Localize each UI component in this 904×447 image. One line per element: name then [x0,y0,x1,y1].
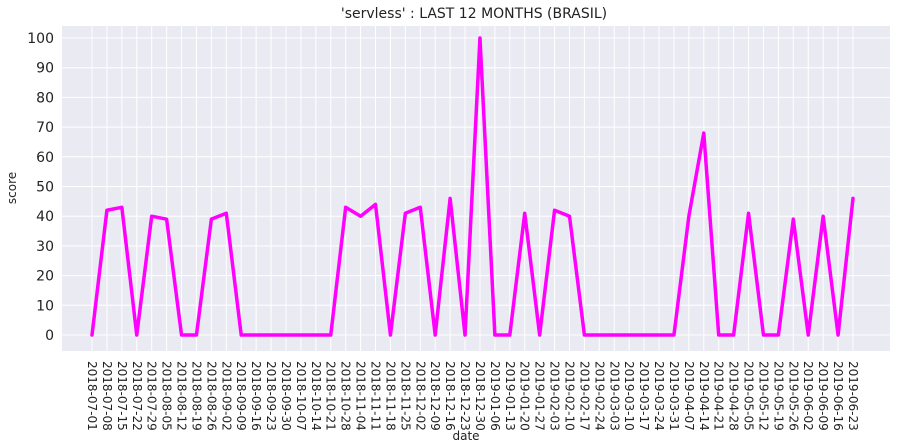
x-tick-label: 2019-03-17 [637,361,651,431]
y-axis: 0 10 20 30 40 50 60 70 80 90 100 [27,31,54,344]
x-tick-label: 2019-02-03 [548,361,562,431]
x-tick-label: 2018-10-14 [309,361,323,431]
y-axis-label: score [5,172,19,204]
x-tick-label: 2018-10-28 [339,361,353,431]
y-tick-label: 70 [36,120,54,136]
x-tick-label: 2018-07-08 [100,361,114,431]
x-tick-label: 2019-03-03 [607,361,621,431]
x-tick-label: 2019-05-19 [771,361,785,431]
x-tick-label: 2018-08-26 [204,361,218,431]
x-tick-label: 2018-10-07 [294,361,308,431]
x-tick-label: 2018-09-09 [234,361,248,431]
grid [62,26,890,351]
x-tick-label: 2019-06-16 [831,361,845,431]
x-tick-label: 2019-04-14 [697,361,711,431]
y-tick-label: 100 [27,31,54,47]
y-tick-label: 60 [36,150,54,166]
y-tick-label: 90 [36,61,54,77]
x-tick-label: 2019-01-27 [533,361,547,431]
x-tick-label: 2018-12-30 [473,361,487,431]
x-tick-label: 2018-08-05 [160,361,174,431]
x-tick-label: 2019-05-05 [742,361,756,431]
x-tick-label: 2019-06-09 [816,361,830,431]
x-tick-label: 2019-03-24 [652,361,666,431]
x-tick-label: 2018-12-02 [413,361,427,431]
x-tick-label: 2019-02-24 [592,361,606,431]
y-tick-label: 10 [36,298,54,314]
x-tick-label: 2019-03-10 [622,361,636,431]
x-tick-label: 2019-04-07 [682,361,696,431]
y-tick-label: 30 [36,239,54,255]
y-tick-label: 20 [36,269,54,285]
x-tick-label: 2019-02-17 [577,361,591,431]
series-layer [90,36,855,337]
y-tick-label: 0 [45,328,54,344]
x-tick-label: 2018-11-25 [398,361,412,431]
x-tick-label: 2019-04-21 [712,361,726,431]
x-tick-label: 2018-08-12 [175,361,189,431]
y-tick-label: 40 [36,209,54,225]
x-tick-label: 2018-07-22 [130,361,144,431]
x-tick-label: 2018-09-30 [279,361,293,431]
x-tick-label: 2018-11-04 [354,361,368,431]
x-tick-label: 2018-07-29 [145,361,159,431]
x-tick-label: 2018-09-23 [264,361,278,431]
x-tick-label: 2018-12-16 [443,361,457,431]
x-tick-label: 2018-12-09 [428,361,442,431]
x-tick-label: 2018-07-01 [85,361,99,431]
x-tick-label: 2018-11-11 [369,361,383,431]
x-tick-label: 2018-08-19 [189,361,203,431]
y-tick-label: 80 [36,90,54,106]
x-axis-label: date [452,429,479,443]
series-line [90,36,855,337]
x-tick-label: 2018-07-15 [115,361,129,431]
x-tick-label: 2018-10-21 [324,361,338,431]
x-tick-label: 2019-01-13 [503,361,517,431]
x-tick-label: 2018-09-16 [249,361,263,431]
x-tick-label: 2019-03-31 [667,361,681,431]
x-tick-label: 2019-05-26 [786,361,800,431]
x-tick-label: 2018-12-23 [458,361,472,431]
x-tick-label: 2019-02-10 [562,361,576,431]
chart-title: 'servless' : LAST 12 MONTHS (BRASIL) [341,6,607,22]
x-tick-label: 2019-05-12 [756,361,770,431]
x-tick-label: 2019-01-20 [518,361,532,431]
x-tick-label: 2018-11-18 [383,361,397,431]
y-tick-label: 50 [36,180,54,196]
x-axis: 2018-07-01 2018-07-08 2018-07-15 2018-07-22… [85,361,860,431]
x-tick-label: 2019-06-02 [801,361,815,431]
x-tick-label: 2019-06-23 [846,361,860,431]
plot-area [62,26,890,351]
x-tick-label: 2019-01-06 [488,361,502,431]
x-tick-label: 2019-04-28 [727,361,741,431]
x-tick-label: 2018-09-02 [219,361,233,431]
